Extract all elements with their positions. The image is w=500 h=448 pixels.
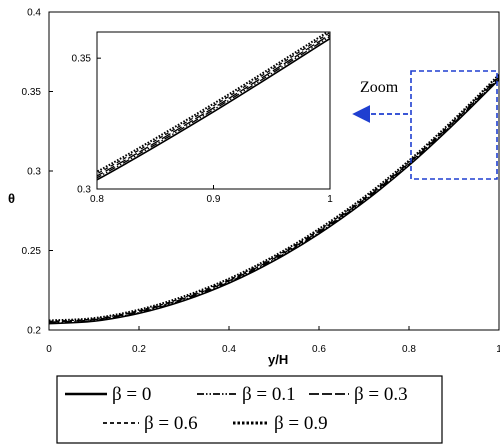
main-series-line-0 <box>49 79 499 325</box>
main-y-tick-label: 0.25 <box>22 246 42 257</box>
legend-entry-0: β = 0 <box>112 384 151 405</box>
legend-entry-4: β = 0.9 <box>274 413 328 434</box>
inset-series-line-1 <box>97 35 330 179</box>
legend: β = 0 β = 0.1 β = 0.3 β = 0.6 β = 0.9 <box>65 384 408 434</box>
main-x-tick-label: 1 <box>496 344 500 355</box>
main-x-tick-label: 0 <box>46 344 52 355</box>
inset-frame <box>96 31 331 190</box>
main-x-tick-label: 0.6 <box>312 344 326 355</box>
main-series <box>49 73 499 325</box>
main-x-tick-label: 0.2 <box>132 344 146 355</box>
main-series-line-4 <box>49 73 499 322</box>
zoom-box <box>410 70 498 180</box>
inset-x-tick-label: 0.8 <box>90 194 104 205</box>
inset-x-tick-label: 1 <box>327 194 333 205</box>
inset-y-tick-label: 0.35 <box>72 54 92 65</box>
inset-series-line-0 <box>97 37 330 181</box>
inset-y-tick-label: 0.3 <box>77 185 91 196</box>
x-axis-label: y/H <box>268 352 288 367</box>
inset-series <box>97 32 330 181</box>
main-y-tick-label: 0.4 <box>27 8 41 19</box>
main-x-tick-label: 0.4 <box>222 344 236 355</box>
main-y-tick-label: 0.3 <box>27 167 41 178</box>
legend-box <box>56 375 443 444</box>
inset-ticks: 0.8 0.9 1 0.3 0.35 <box>72 54 334 205</box>
legend-entry-3: β = 0.6 <box>144 413 198 434</box>
main-ticks: 0 0.2 0.4 0.6 0.8 1 0.2 0.25 0.3 0.35 0.4 <box>22 8 500 356</box>
legend-entry-2: β = 0.3 <box>354 384 408 405</box>
y-axis-label: θ <box>8 191 15 206</box>
main-y-tick-label: 0.35 <box>22 87 42 98</box>
main-x-tick-label: 0.8 <box>402 344 416 355</box>
zoom-label: Zoom <box>360 79 399 96</box>
inset-x-tick-label: 0.9 <box>207 194 221 205</box>
main-series-line-1 <box>49 77 499 324</box>
legend-entry-1: β = 0.1 <box>242 384 296 405</box>
main-y-tick-label: 0.2 <box>27 326 41 337</box>
main-series-line-2 <box>49 76 499 323</box>
